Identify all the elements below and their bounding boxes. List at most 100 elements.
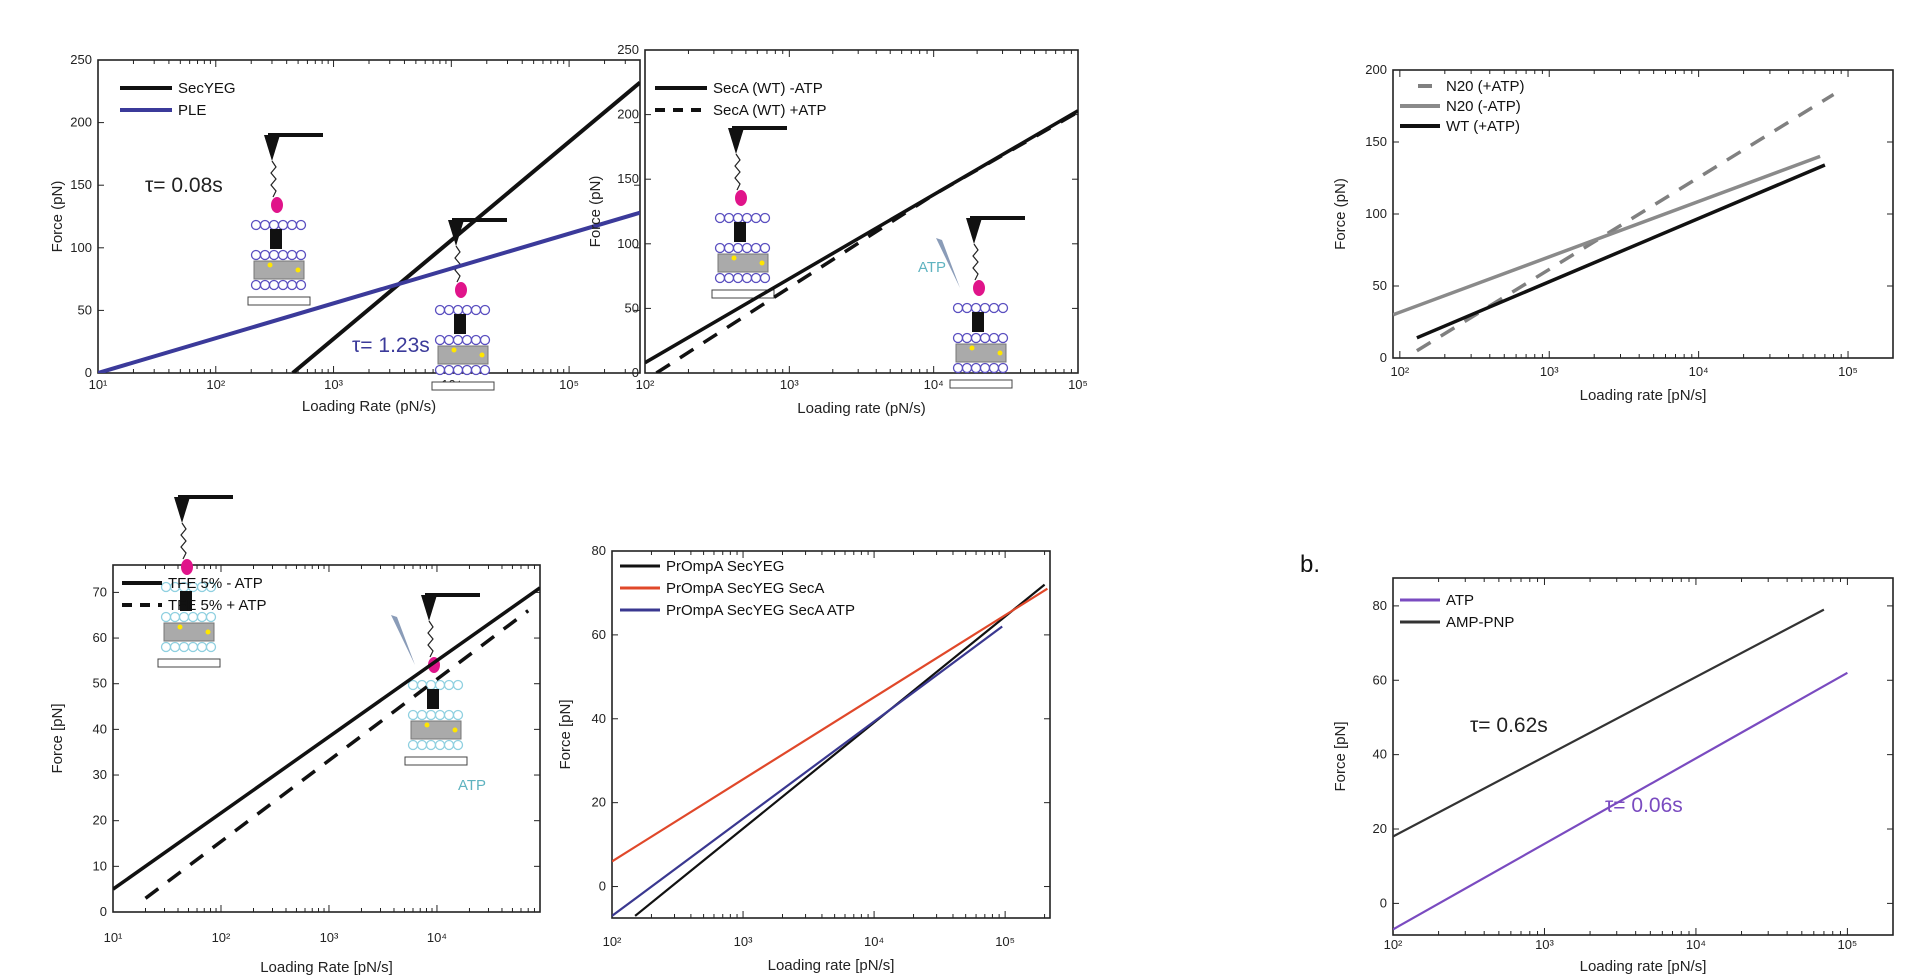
- y-tick-label: 100: [1365, 206, 1387, 221]
- y-tick-label: 80: [1373, 598, 1387, 613]
- y-tick-label: 50: [625, 300, 639, 315]
- lipid-head: [461, 364, 473, 376]
- atp-label: ATP: [458, 777, 486, 794]
- legend-label: SecYEG: [178, 80, 236, 97]
- membrane-protein: [437, 345, 489, 365]
- seca-motor: [734, 222, 746, 242]
- lipid-head: [961, 332, 973, 344]
- y-axis-label: Force [pN]: [557, 699, 574, 769]
- lipid-head: [452, 304, 464, 316]
- legend-label: PrOmpA SecYEG SecA ATP: [666, 602, 855, 619]
- chart-panel-4: 0 10 20 30 40 50 60 70 10¹ 10² 10³ 10⁴ Loading Rate …: [49, 495, 541, 976]
- lipid-head: [988, 302, 1000, 314]
- membrane-protein: [717, 253, 769, 273]
- lipid-head: [479, 334, 491, 346]
- series-group: [612, 583, 1048, 917]
- y-tick-label: 200: [1365, 62, 1387, 77]
- lipid-head: [443, 709, 455, 721]
- lipid-head: [741, 272, 753, 284]
- series-line-1: [1393, 671, 1848, 931]
- lipid-head: [759, 242, 771, 254]
- series-line-3: [1416, 163, 1826, 340]
- y-tick-label: 60: [592, 627, 606, 642]
- x-tick-label: 10³: [324, 377, 343, 392]
- lipid-head: [268, 279, 280, 291]
- chart-panel-3: 0 50 100 150 200 10² 10³ 10⁴ 10⁵ Loading rate [pN…: [1332, 62, 1894, 404]
- x-tick-label: 10²: [1390, 364, 1409, 379]
- marker-dot: [424, 722, 430, 728]
- y-axis-label: Force (pN): [49, 181, 66, 253]
- substrate-protein: [455, 282, 467, 298]
- polypeptide-chain: [972, 243, 979, 281]
- x-axis-label: Loading rate (pN/s): [797, 400, 925, 417]
- legend-label: SecA (WT) -ATP: [713, 80, 823, 97]
- afm-cartoon: [711, 126, 787, 299]
- lipid-head: [952, 302, 964, 314]
- x-tick-label: 10²: [206, 377, 225, 392]
- y-tick-label: 0: [100, 904, 107, 919]
- lipid-head: [295, 219, 307, 231]
- lipid-head: [205, 611, 217, 623]
- y-tick-label: 20: [1373, 821, 1387, 836]
- lifetime-annotation: τ= 0.06s: [1605, 794, 1683, 817]
- lipid-head: [277, 219, 289, 231]
- plot-frame: [97, 59, 641, 374]
- x-tick-label: 10⁴: [1689, 364, 1709, 379]
- y-tick-label: 150: [617, 171, 639, 186]
- y-tick-label: 20: [592, 795, 606, 810]
- lipid-head: [196, 641, 208, 653]
- series-group: [113, 586, 540, 900]
- x-axis-label: Loading Rate (pN/s): [302, 398, 436, 415]
- marker-dot: [177, 624, 183, 630]
- polypeptide-chain: [734, 153, 741, 191]
- series-line-1: [634, 583, 1046, 917]
- x-tick-label: 10³: [780, 377, 799, 392]
- lipid-head: [268, 249, 280, 261]
- lipid-head: [425, 739, 437, 751]
- series-group: [645, 109, 1078, 373]
- lipid-head: [205, 641, 217, 653]
- lipid-head: [732, 212, 744, 224]
- series-line-1: [645, 109, 1078, 365]
- lipid-head: [979, 302, 991, 314]
- afm-tip: [966, 218, 982, 244]
- lipid-head: [434, 304, 446, 316]
- legend-label: PrOmpA SecYEG: [666, 558, 784, 575]
- lipid-head: [723, 212, 735, 224]
- series-line-2: [144, 609, 530, 900]
- lifetime-annotation: τ= 1.23s: [352, 334, 430, 357]
- x-tick-label: 10²: [212, 930, 231, 945]
- lipid-head: [250, 219, 262, 231]
- x-axis-label: Loading rate [pN/s]: [1580, 958, 1707, 975]
- afm-tip: [421, 595, 437, 621]
- y-tick-label: 30: [93, 767, 107, 782]
- marker-dot: [997, 350, 1003, 356]
- series-line-1: [1415, 93, 1835, 353]
- substrate-protein: [271, 197, 283, 213]
- legend-label: SecA (WT) +ATP: [713, 102, 827, 119]
- lipid-head: [169, 641, 181, 653]
- y-tick-label: 100: [617, 236, 639, 251]
- x-axis-label: Loading rate [pN/s]: [768, 957, 895, 974]
- lipid-head: [723, 272, 735, 284]
- lifetime-annotation: τ= 0.62s: [1470, 714, 1548, 737]
- seca-motor: [454, 314, 466, 334]
- lipid-head: [723, 242, 735, 254]
- series-line-1: [291, 80, 640, 373]
- membrane-protein: [955, 343, 1007, 363]
- y-tick-label: 200: [617, 107, 639, 122]
- y-tick-label: 150: [1365, 134, 1387, 149]
- lipid-head: [750, 212, 762, 224]
- x-tick-label: 10¹: [104, 930, 123, 945]
- y-axis-label: Force (pN): [1332, 178, 1349, 250]
- series-line-2: [1393, 154, 1821, 317]
- lipid-head: [286, 219, 298, 231]
- x-tick-label: 10³: [734, 934, 753, 949]
- lipid-head: [997, 302, 1009, 314]
- lipid-head: [979, 362, 991, 374]
- lipid-head: [277, 279, 289, 291]
- lipid-head: [470, 364, 482, 376]
- polypeptide-chain: [180, 522, 187, 560]
- substrate-support: [157, 658, 221, 668]
- lipid-head: [425, 709, 437, 721]
